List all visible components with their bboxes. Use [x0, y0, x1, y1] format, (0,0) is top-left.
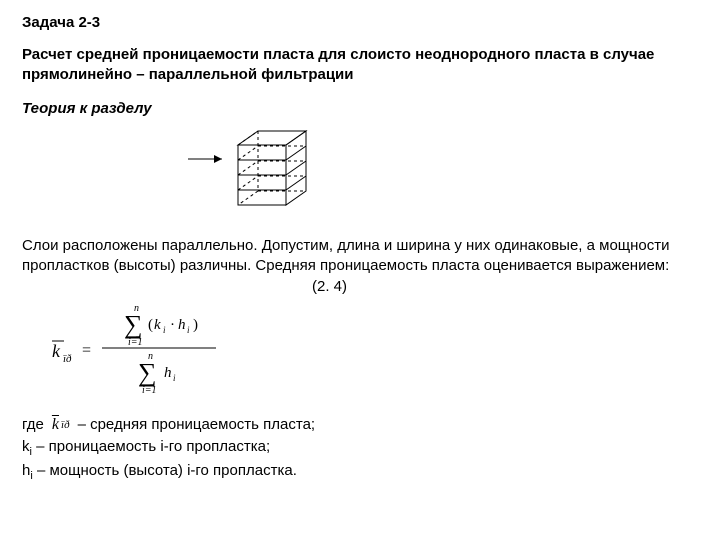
svg-text:·: ·	[170, 317, 175, 333]
svg-text:∑: ∑	[124, 310, 143, 339]
main-formula: k ïð = n ∑ i=1 ( k i · h i ) n ∑ i=	[50, 299, 698, 402]
svg-text:=: =	[82, 342, 91, 359]
svg-text:(: (	[148, 317, 153, 333]
where-line-3: hi – мощность (высота) i-го пропластка.	[22, 461, 698, 484]
svg-text:k: k	[154, 317, 161, 333]
where-intro: где	[22, 414, 44, 437]
equation-number: (2. 4)	[312, 278, 698, 295]
kpr-symbol: kïð	[52, 417, 70, 433]
svg-text:i=1: i=1	[128, 337, 143, 348]
svg-text:h: h	[164, 365, 172, 381]
svg-text:i: i	[187, 325, 190, 335]
svg-text:ïð: ïð	[63, 353, 72, 365]
svg-text:i=1: i=1	[142, 385, 157, 396]
where-line-2: ki – проницаемость i-го пропластка;	[22, 437, 698, 460]
page-title: Расчет средней проницаемости пласта для …	[22, 45, 698, 86]
svg-text:∑: ∑	[138, 358, 157, 387]
paragraph: Слои расположены параллельно. Допустим, …	[22, 236, 698, 277]
task-label: Задача 2-3	[22, 14, 698, 31]
svg-text:k: k	[52, 341, 61, 361]
layered-block-figure	[182, 125, 698, 222]
svg-text:h: h	[178, 317, 186, 333]
where-line-1-tail: – средняя проницаемость пласта;	[78, 414, 316, 437]
svg-text:): )	[193, 317, 198, 333]
where-line-1: где kïð – средняя проницаемость пласта;	[22, 414, 698, 437]
theory-heading: Теория к разделу	[22, 100, 698, 117]
svg-text:i: i	[173, 373, 176, 383]
svg-text:i: i	[163, 325, 166, 335]
